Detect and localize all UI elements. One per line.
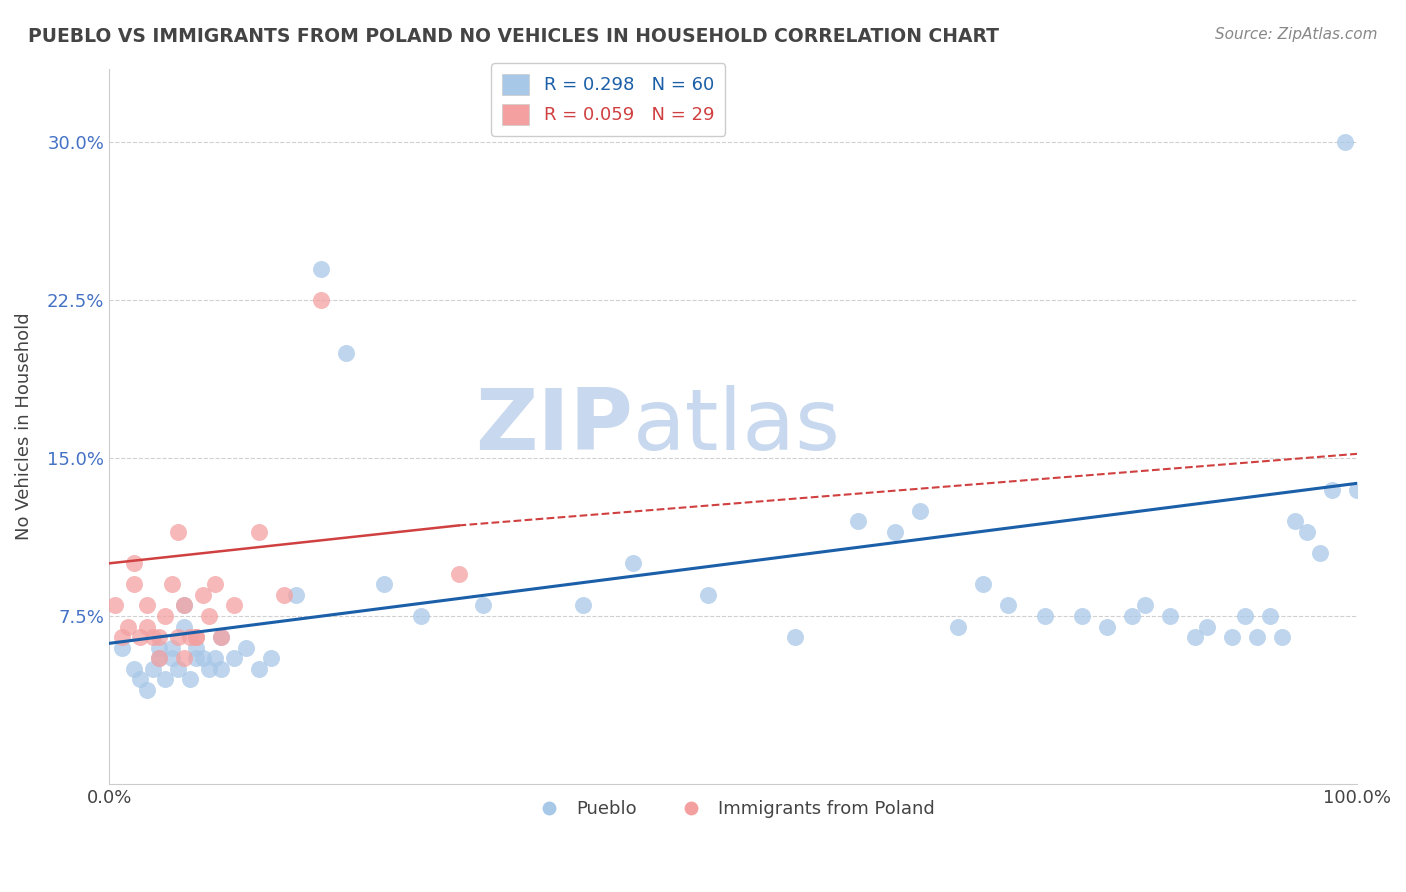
Point: [1159, 609, 1181, 624]
Point: [160, 640, 183, 655]
Point: [110, 640, 132, 655]
Point: [1258, 609, 1281, 624]
Point: [235, 640, 257, 655]
Point: [148, 651, 170, 665]
Point: [122, 577, 145, 591]
Point: [972, 577, 994, 591]
Point: [1033, 609, 1056, 624]
Point: [179, 672, 201, 686]
Point: [122, 662, 145, 676]
Point: [166, 630, 188, 644]
Point: [1309, 546, 1331, 560]
Point: [697, 588, 720, 602]
Point: [129, 672, 152, 686]
Point: [204, 577, 226, 591]
Point: [309, 261, 332, 276]
Point: [209, 630, 232, 644]
Point: [1133, 599, 1156, 613]
Point: [135, 599, 157, 613]
Point: [910, 504, 932, 518]
Text: ZIP: ZIP: [475, 385, 633, 468]
Point: [1271, 630, 1294, 644]
Text: atlas: atlas: [633, 385, 841, 468]
Point: [846, 514, 869, 528]
Point: [204, 651, 226, 665]
Point: [198, 609, 221, 624]
Point: [785, 630, 807, 644]
Point: [309, 293, 332, 307]
Point: [1220, 630, 1243, 644]
Text: Source: ZipAtlas.com: Source: ZipAtlas.com: [1215, 27, 1378, 42]
Point: [148, 630, 170, 644]
Point: [1320, 483, 1343, 497]
Point: [1333, 135, 1355, 149]
Point: [335, 345, 357, 359]
Point: [1197, 619, 1219, 633]
Point: [946, 619, 969, 633]
Point: [222, 599, 245, 613]
Point: [247, 662, 270, 676]
Point: [409, 609, 432, 624]
Point: [173, 599, 195, 613]
Point: [122, 557, 145, 571]
Point: [222, 651, 245, 665]
Point: [1071, 609, 1094, 624]
Point: [191, 651, 214, 665]
Point: [186, 630, 208, 644]
Point: [373, 577, 395, 591]
Point: [1121, 609, 1143, 624]
Point: [104, 599, 127, 613]
Point: [247, 524, 270, 539]
Point: [160, 577, 183, 591]
Point: [166, 662, 188, 676]
Point: [1346, 483, 1368, 497]
Point: [1284, 514, 1306, 528]
Point: [173, 619, 195, 633]
Point: [285, 588, 308, 602]
Point: [1184, 630, 1206, 644]
Point: [186, 640, 208, 655]
Point: [129, 630, 152, 644]
Point: [191, 588, 214, 602]
Y-axis label: No Vehicles in Household: No Vehicles in Household: [15, 313, 32, 541]
Point: [884, 524, 907, 539]
Point: [209, 630, 232, 644]
Point: [260, 651, 283, 665]
Point: [997, 599, 1019, 613]
Point: [447, 566, 470, 581]
Legend: Pueblo, Immigrants from Poland: Pueblo, Immigrants from Poland: [524, 793, 942, 825]
Point: [110, 630, 132, 644]
Point: [1097, 619, 1119, 633]
Point: [117, 619, 139, 633]
Point: [148, 640, 170, 655]
Point: [186, 630, 208, 644]
Point: [1233, 609, 1256, 624]
Point: [173, 651, 195, 665]
Point: [135, 682, 157, 697]
Point: [166, 524, 188, 539]
Point: [142, 662, 165, 676]
Point: [198, 662, 221, 676]
Point: [1296, 524, 1319, 539]
Point: [179, 630, 201, 644]
Point: [472, 599, 495, 613]
Point: [173, 599, 195, 613]
Point: [142, 630, 165, 644]
Point: [572, 599, 595, 613]
Point: [148, 651, 170, 665]
Point: [155, 609, 177, 624]
Point: [135, 619, 157, 633]
Point: [186, 651, 208, 665]
Point: [273, 588, 295, 602]
Point: [621, 557, 644, 571]
Point: [209, 662, 232, 676]
Point: [155, 672, 177, 686]
Point: [160, 651, 183, 665]
Point: [1246, 630, 1268, 644]
Text: PUEBLO VS IMMIGRANTS FROM POLAND NO VEHICLES IN HOUSEHOLD CORRELATION CHART: PUEBLO VS IMMIGRANTS FROM POLAND NO VEHI…: [28, 27, 1000, 45]
